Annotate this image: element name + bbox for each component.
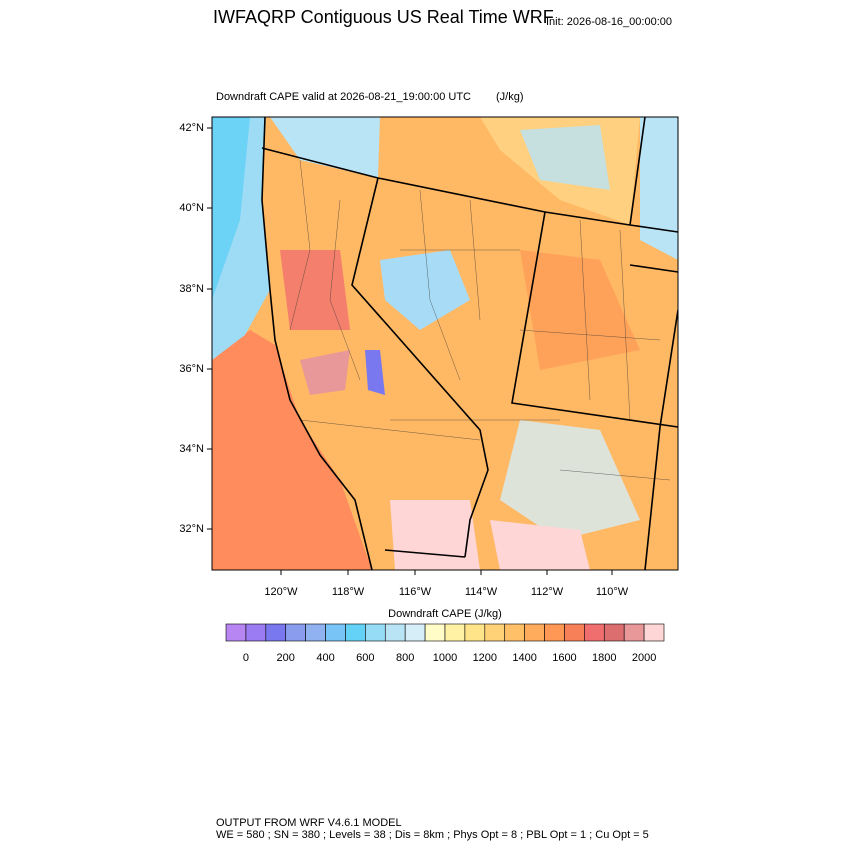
units: (J/kg) [496, 91, 524, 103]
colorbar-box [623, 623, 645, 642]
lon-label: 116°W [399, 586, 432, 598]
colorbar-box [524, 623, 545, 642]
colorbar-box [544, 623, 565, 642]
colorbar-tick-label: 400 [316, 652, 334, 664]
lat-label: 42°N [179, 122, 204, 134]
county-lines [289, 159, 671, 481]
colorbar-box [424, 623, 446, 642]
lat-label: 32°N [179, 523, 204, 535]
colorbar-box [225, 623, 247, 642]
state-borders [261, 117, 678, 570]
lat-label: 36°N [179, 363, 204, 375]
footer-line: OUTPUT FROM WRF V4.6.1 MODEL [216, 817, 402, 829]
colorbar-box [444, 623, 466, 642]
map-frame [211, 116, 679, 571]
lon-label: 112°W [531, 586, 564, 598]
colorbar-box [345, 623, 366, 642]
lat-label: 40°N [179, 202, 204, 214]
colorbar-box [404, 623, 426, 642]
footer-line: WE = 580 ; SN = 380 ; Levels = 38 ; Dis … [216, 829, 649, 841]
colorbar-box [365, 623, 386, 642]
colorbar-box [265, 623, 287, 642]
colorbar-box [384, 623, 406, 642]
colorbar-box [504, 623, 525, 642]
colorbar-box [564, 623, 585, 642]
colorbar-tick-label: 200 [277, 652, 295, 664]
colorbar-box [305, 623, 326, 642]
colorbar-tick-label: 600 [356, 652, 374, 664]
colorbar-tick-label: 1200 [473, 652, 497, 664]
colorbar-tick-label: 1800 [592, 652, 616, 664]
colorbar-tick-label: 1600 [552, 652, 576, 664]
title: IWFAQRP Contiguous US Real Time WRF [213, 7, 554, 27]
colorbar-box [245, 623, 267, 642]
lon-label: 114°W [465, 586, 498, 598]
map-field [212, 117, 678, 570]
colorbar-title: Downdraft CAPE (J/kg) [388, 608, 502, 620]
init-time: Init: 2026-08-16_00:00:00 [546, 16, 672, 28]
lon-label: 120°W [264, 586, 298, 598]
lat-label: 34°N [179, 443, 204, 455]
subtitle: Downdraft CAPE valid at 2026-08-21_19:00… [216, 91, 471, 103]
colorbar-box [285, 623, 306, 642]
colorbar-box [484, 623, 506, 642]
lat-label: 38°N [179, 283, 204, 295]
lon-label: 118°W [332, 586, 365, 598]
colorbar-box [603, 623, 625, 642]
colorbar-tick-label: 1400 [512, 652, 536, 664]
colorbar-tick-label: 0 [243, 652, 249, 664]
colorbar-box [464, 623, 486, 642]
colorbar-tick-label: 2000 [632, 652, 656, 664]
colorbar-tick-label: 1000 [433, 652, 457, 664]
colorbar-box [584, 623, 605, 642]
colorbar-box [325, 623, 346, 642]
colorbar-tick-label: 800 [396, 652, 414, 664]
lon-label: 110°W [596, 586, 629, 598]
colorbar-box [643, 623, 665, 642]
